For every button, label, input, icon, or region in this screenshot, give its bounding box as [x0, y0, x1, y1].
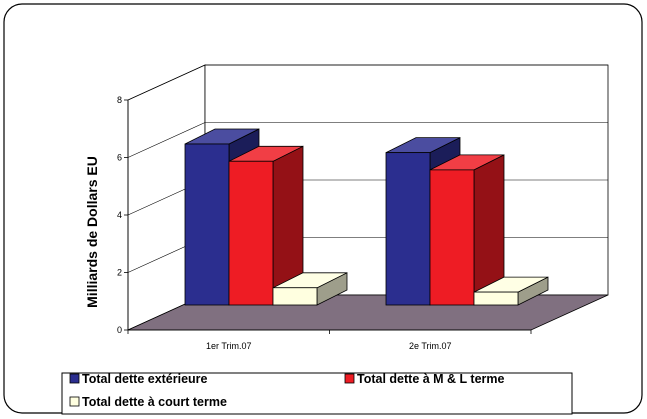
legend-swatch	[69, 373, 80, 384]
legend-swatch	[69, 396, 80, 407]
plot-area: 0 2 4 6 8 1er Trim.07 2e Trim.07	[117, 64, 609, 351]
x-tick-label: 2e Trim.07	[409, 341, 452, 351]
legend-swatch	[344, 373, 355, 384]
x-tick-label: 1er Trim.07	[206, 341, 252, 351]
y-tick-label: 0	[117, 325, 122, 335]
bar	[228, 160, 274, 306]
y-axis-label: Milliards de Dollars EU	[84, 156, 100, 308]
bar	[429, 169, 475, 306]
bar	[184, 143, 230, 306]
legend-label: Total dette à M & L terme	[357, 372, 505, 386]
y-tick-label: 2	[117, 268, 122, 278]
bar	[385, 152, 431, 306]
legend-box	[61, 372, 573, 415]
gridline-side	[127, 122, 206, 158]
bar	[272, 287, 318, 306]
y-tick-label: 4	[117, 210, 122, 220]
y-tick-label: 6	[117, 153, 122, 163]
legend-label: Total dette à court terme	[82, 395, 227, 409]
gridline-side	[127, 64, 206, 101]
bar	[473, 291, 519, 306]
y-tick-label: 8	[117, 95, 122, 105]
legend-label: Total dette extérieure	[82, 372, 208, 386]
legend: Total dette extérieure Total dette à M & …	[69, 372, 505, 409]
